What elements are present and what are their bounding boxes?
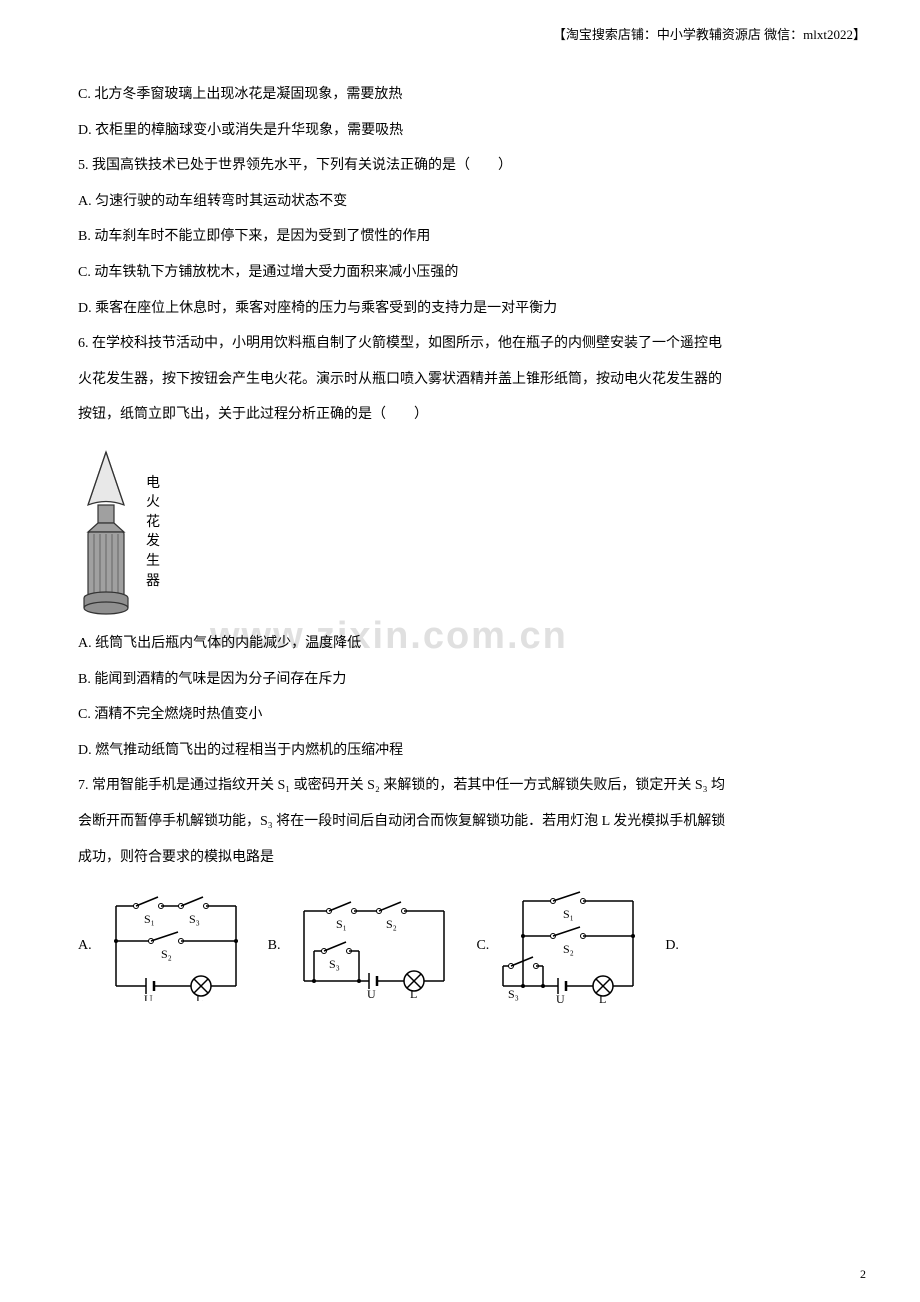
- option-a: A. 纸筒飞出后瓶内气体的内能减少，温度降低: [78, 627, 848, 661]
- circuit-label-a: A.: [78, 929, 92, 963]
- rocket-label: 电 火 花 发 生 器: [146, 474, 160, 592]
- page-header: 【淘宝搜索店铺：中小学教辅资源店 微信：mlxt2022】: [553, 24, 866, 43]
- circuit-b-icon: S₁ S₂ S₃ U L: [284, 891, 464, 1001]
- question-6-line1: 6. 在学校科技节活动中，小明用饮料瓶自制了火箭模型，如图所示，他在瓶子的内侧壁…: [78, 327, 848, 361]
- s1-label: S₁: [563, 907, 574, 921]
- rocket-icon: [78, 450, 134, 615]
- option-d: D. 燃气推动纸筒飞出的过程相当于内燃机的压缩冲程: [78, 734, 848, 768]
- option-d: D. 衣柜里的樟脑球变小或消失是升华现象，需要吸热: [78, 114, 848, 148]
- circuit-a-icon: S₁ S₃ S₂ U L: [96, 891, 256, 1001]
- u-label: U: [367, 987, 376, 1001]
- rocket-label-char: 器: [146, 572, 160, 592]
- s2-label: S₂: [386, 917, 397, 931]
- s2-label: S₂: [563, 942, 574, 956]
- question-7-line2: 会断开而暂停手机解锁功能，S₃ 将在一段时间后自动闭合而恢复解锁功能．若用灯泡 …: [78, 805, 848, 839]
- u-label: U: [144, 992, 153, 1001]
- circuit-c-icon: S₁ S₂ S₃: [493, 886, 653, 1006]
- s1-label: S₁: [336, 917, 347, 931]
- s2-label: S₂: [161, 947, 172, 961]
- s1-label: S₁: [144, 912, 155, 926]
- circuit-label-c: C.: [476, 929, 489, 963]
- option-a: A. 匀速行驶的动车组转弯时其运动状态不变: [78, 185, 848, 219]
- l-label: L: [196, 992, 203, 1001]
- rocket-label-char: 生: [146, 552, 160, 572]
- document-content: C. 北方冬季窗玻璃上出现冰花是凝固现象，需要放热 D. 衣柜里的樟脑球变小或消…: [78, 78, 848, 1006]
- rocket-label-char: 火: [146, 493, 160, 513]
- option-c: C. 动车铁轨下方铺放枕木，是通过增大受力面积来减小压强的: [78, 256, 848, 290]
- option-c: C. 北方冬季窗玻璃上出现冰花是凝固现象，需要放热: [78, 78, 848, 112]
- rocket-label-char: 花: [146, 513, 160, 533]
- question-7-line3: 成功，则符合要求的模拟电路是: [78, 841, 848, 875]
- s3-label: S₃: [189, 912, 200, 926]
- s3-label: S₃: [329, 957, 340, 971]
- s3-label: S₃: [508, 987, 519, 1001]
- option-b: B. 能闻到酒精的气味是因为分子间存在斥力: [78, 663, 848, 697]
- option-d: D. 乘客在座位上休息时，乘客对座椅的压力与乘客受到的支持力是一对平衡力: [78, 292, 848, 326]
- u-label: U: [556, 992, 565, 1006]
- l-label: L: [410, 987, 417, 1001]
- page-number: 2: [860, 1267, 866, 1282]
- rocket-diagram: 电 火 花 发 生 器: [78, 450, 848, 615]
- question-5: 5. 我国高铁技术已处于世界领先水平，下列有关说法正确的是（ ）: [78, 149, 848, 183]
- circuit-label-d: D.: [665, 929, 679, 963]
- l-label: L: [599, 992, 606, 1006]
- circuit-options: A. S₁ S₃ S₂: [78, 886, 848, 1006]
- question-6-line2: 火花发生器，按下按钮会产生电火花。演示时从瓶口喷入雾状酒精并盖上锥形纸筒，按动电…: [78, 363, 848, 397]
- question-6-line3: 按钮，纸筒立即飞出，关于此过程分析正确的是（ ）: [78, 398, 848, 432]
- option-b: B. 动车刹车时不能立即停下来，是因为受到了惯性的作用: [78, 220, 848, 254]
- rocket-label-char: 电: [146, 474, 160, 494]
- circuit-label-b: B.: [268, 929, 281, 963]
- rocket-label-char: 发: [146, 532, 160, 552]
- question-7-line1: 7. 常用智能手机是通过指纹开关 S₁ 或密码开关 S₂ 来解锁的，若其中任一方…: [78, 769, 848, 803]
- option-c: C. 酒精不完全燃烧时热值变小: [78, 698, 848, 732]
